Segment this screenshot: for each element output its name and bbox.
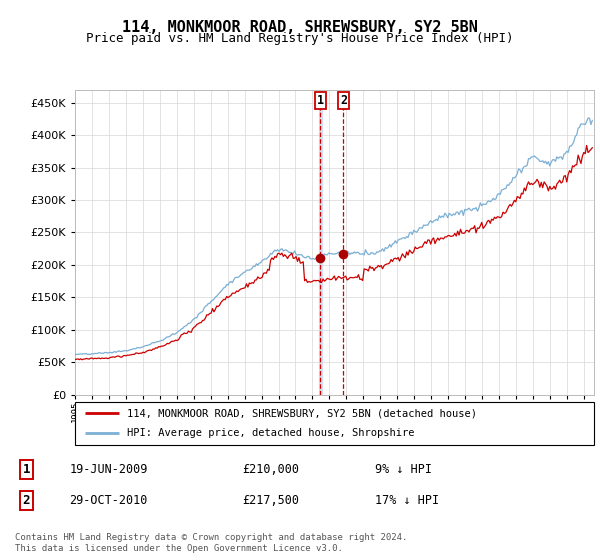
Text: 2: 2: [23, 494, 30, 507]
Text: 114, MONKMOOR ROAD, SHREWSBURY, SY2 5BN (detached house): 114, MONKMOOR ROAD, SHREWSBURY, SY2 5BN …: [127, 408, 477, 418]
Text: 1: 1: [23, 463, 30, 476]
Text: 17% ↓ HPI: 17% ↓ HPI: [375, 494, 439, 507]
Text: 114, MONKMOOR ROAD, SHREWSBURY, SY2 5BN: 114, MONKMOOR ROAD, SHREWSBURY, SY2 5BN: [122, 20, 478, 35]
Text: £217,500: £217,500: [242, 494, 299, 507]
Text: HPI: Average price, detached house, Shropshire: HPI: Average price, detached house, Shro…: [127, 428, 415, 438]
Text: 9% ↓ HPI: 9% ↓ HPI: [375, 463, 432, 476]
Text: 19-JUN-2009: 19-JUN-2009: [70, 463, 148, 476]
FancyBboxPatch shape: [75, 402, 594, 445]
Text: Price paid vs. HM Land Registry's House Price Index (HPI): Price paid vs. HM Land Registry's House …: [86, 32, 514, 45]
Bar: [319, 90, 322, 395]
Text: 2: 2: [340, 94, 347, 107]
Text: 1: 1: [317, 94, 324, 107]
Text: 29-OCT-2010: 29-OCT-2010: [70, 494, 148, 507]
Text: Contains HM Land Registry data © Crown copyright and database right 2024.
This d: Contains HM Land Registry data © Crown c…: [15, 533, 407, 553]
Text: £210,000: £210,000: [242, 463, 299, 476]
